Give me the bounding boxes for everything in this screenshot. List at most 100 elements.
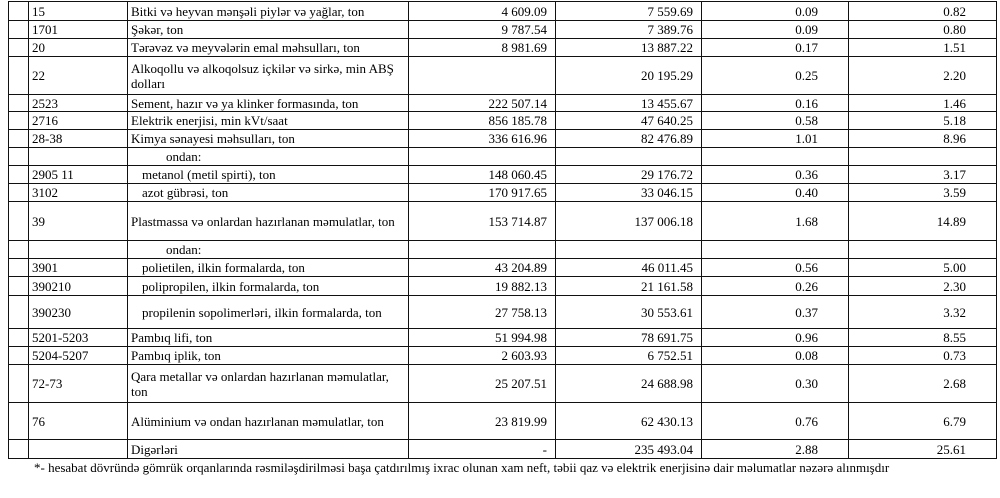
share-cell: 0.16 xyxy=(701,94,849,112)
table-row: 390230 propilenin sopolimerləri, ilkin fo… xyxy=(8,295,997,329)
name-cell: Şəkər, ton xyxy=(127,20,409,39)
value-cell: 21 161.58 xyxy=(555,276,702,296)
share-cell: 0.40 xyxy=(701,183,849,202)
share-cell: 14.89 xyxy=(848,201,997,241)
name-cell: propilenin sopolimerləri, ilkin formalar… xyxy=(127,295,409,329)
code-cell: 72-73 xyxy=(28,364,128,403)
share-cell: 25.61 xyxy=(848,439,997,459)
name-cell: Bitki və heyvan mənşəli piylər və yağlar… xyxy=(127,1,409,21)
value-cell: 6 752.51 xyxy=(555,346,702,365)
name-cell: ondan: xyxy=(127,240,409,259)
row-marker-cell xyxy=(8,364,29,403)
name-cell: azot gübrəsi, ton xyxy=(127,183,409,202)
share-cell: 1.51 xyxy=(848,38,997,57)
row-marker-cell xyxy=(8,258,29,277)
value-cell xyxy=(555,147,702,166)
table-row: 15 Bitki və heyvan mənşəli piylər və yağl… xyxy=(8,1,997,21)
name-cell: Alüminium və ondan hazırlanan məmulatlar… xyxy=(127,402,409,440)
table-row: 3102 azot gübrəsi, ton 170 917.65 33 046.15… xyxy=(8,183,997,202)
share-cell: 0.09 xyxy=(701,1,849,21)
share-cell xyxy=(701,147,849,166)
name-cell: Sement, hazır və ya klinker formasında, … xyxy=(127,94,409,112)
name-cell: Alkoqollu və alkoqolsuz içkilər və sirkə… xyxy=(127,56,409,95)
row-marker-cell xyxy=(8,183,29,202)
value-cell: 20 195.29 xyxy=(555,56,702,95)
share-cell: 2.30 xyxy=(848,276,997,296)
name-cell: Kimya sənayesi məhsulları, ton xyxy=(127,129,409,148)
quantity-cell: 148 060.45 xyxy=(408,165,556,184)
value-cell: 24 688.98 xyxy=(555,364,702,403)
quantity-cell: 153 714.87 xyxy=(408,201,556,241)
share-cell: 5.00 xyxy=(848,258,997,277)
name-cell: Elektrik enerjisi, min kVt/saat xyxy=(127,111,409,130)
name-cell: metanol (metil spirti), ton xyxy=(127,165,409,184)
code-cell: 3102 xyxy=(28,183,128,202)
table-row: ondan: xyxy=(8,240,997,259)
quantity-cell xyxy=(408,240,556,259)
value-cell: 78 691.75 xyxy=(555,328,702,347)
row-marker-cell xyxy=(8,439,29,459)
code-cell: 39 xyxy=(28,201,128,241)
code-cell: 2905 11 xyxy=(28,165,128,184)
quantity-cell: 43 204.89 xyxy=(408,258,556,277)
quantity-cell: 9 787.54 xyxy=(408,20,556,39)
code-cell: 22 xyxy=(28,56,128,95)
export-table: 15 Bitki və heyvan mənşəli piylər və yağl… xyxy=(8,1,997,459)
row-marker-cell xyxy=(8,240,29,259)
quantity-cell: 336 616.96 xyxy=(408,129,556,148)
table-row: ondan: xyxy=(8,147,997,166)
value-cell: 235 493.04 xyxy=(555,439,702,459)
table-row: 5201-5203 Pambıq lifi, ton 51 994.98 78 691… xyxy=(8,328,997,347)
quantity-cell: 8 981.69 xyxy=(408,38,556,57)
name-cell: Tərəvəz və meyvələrin emal məhsulları, t… xyxy=(127,38,409,57)
row-marker-cell xyxy=(8,56,29,95)
quantity-cell xyxy=(408,56,556,95)
value-cell: 47 640.25 xyxy=(555,111,702,130)
share-cell: 0.08 xyxy=(701,346,849,365)
name-cell: Pambıq iplik, ton xyxy=(127,346,409,365)
code-cell: 20 xyxy=(28,38,128,57)
table-row: 5204-5207 Pambıq iplik, ton 2 603.93 6 752.… xyxy=(8,346,997,365)
table-row: 20 Tərəvəz və meyvələrin emal məhsulları,… xyxy=(8,38,997,57)
table-row: 72-73 Qara metallar və onlardan hazırlana… xyxy=(8,364,997,403)
quantity-cell: 23 819.99 xyxy=(408,402,556,440)
name-cell: Pambıq lifi, ton xyxy=(127,328,409,347)
value-cell: 33 046.15 xyxy=(555,183,702,202)
row-marker-cell xyxy=(8,20,29,39)
share-cell: 0.96 xyxy=(701,328,849,347)
share-cell: 0.17 xyxy=(701,38,849,57)
row-marker-cell xyxy=(8,276,29,296)
share-cell: 0.37 xyxy=(701,295,849,329)
share-cell: 0.36 xyxy=(701,165,849,184)
row-marker-cell xyxy=(8,129,29,148)
quantity-cell: 856 185.78 xyxy=(408,111,556,130)
value-cell: 137 006.18 xyxy=(555,201,702,241)
code-cell: 390230 xyxy=(28,295,128,329)
name-cell: polietilen, ilkin formalarda, ton xyxy=(127,258,409,277)
share-cell: 6.79 xyxy=(848,402,997,440)
code-cell: 76 xyxy=(28,402,128,440)
row-marker-cell xyxy=(8,295,29,329)
share-cell: 0.80 xyxy=(848,20,997,39)
share-cell: 0.58 xyxy=(701,111,849,130)
quantity-cell: 170 917.65 xyxy=(408,183,556,202)
code-cell: 28-38 xyxy=(28,129,128,148)
quantity-cell: 19 882.13 xyxy=(408,276,556,296)
code-cell xyxy=(28,240,128,259)
share-cell: 1.46 xyxy=(848,94,997,112)
share-cell xyxy=(848,240,997,259)
row-marker-cell xyxy=(8,147,29,166)
table-row: 2523 Sement, hazır və ya klinker formasın… xyxy=(8,94,997,112)
row-marker-cell xyxy=(8,94,29,112)
name-cell: Digərləri xyxy=(127,439,409,459)
share-cell: 0.76 xyxy=(701,402,849,440)
share-cell: 1.01 xyxy=(701,129,849,148)
quantity-cell: 4 609.09 xyxy=(408,1,556,21)
share-cell: 0.82 xyxy=(848,1,997,21)
code-cell xyxy=(28,439,128,459)
row-marker-cell xyxy=(8,346,29,365)
value-cell: 29 176.72 xyxy=(555,165,702,184)
code-cell: 15 xyxy=(28,1,128,21)
share-cell xyxy=(701,240,849,259)
value-cell: 7 559.69 xyxy=(555,1,702,21)
